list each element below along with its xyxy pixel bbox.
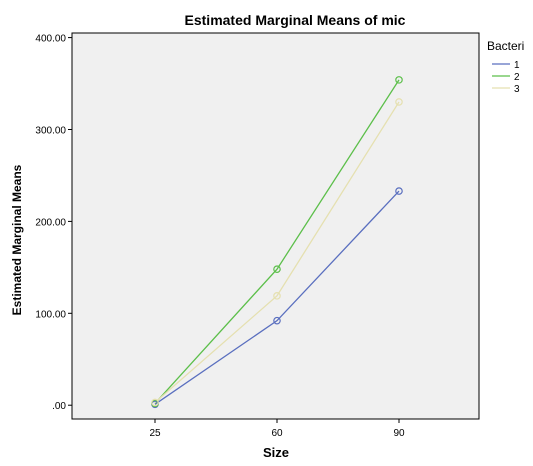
y-tick-label: 100.00 <box>35 309 66 320</box>
plot-area <box>71 32 480 420</box>
series-lines <box>154 79 400 405</box>
y-tick-label: .00 <box>52 401 66 412</box>
data-point-series-2 <box>273 265 281 273</box>
y-axis-label: Estimated Marginal Means <box>10 164 24 315</box>
legend-label-3: 3 <box>514 84 520 95</box>
legend-title: Bacteri <box>487 39 524 53</box>
data-point-series-3 <box>273 292 281 300</box>
legend-label-2: 2 <box>514 72 520 83</box>
y-axis: .00 100.00 200.00 300.00 400.00 <box>35 34 72 412</box>
series-line-2 <box>154 79 400 404</box>
data-point-series-1 <box>273 316 281 325</box>
legend-label-1: 1 <box>514 60 520 71</box>
series-points <box>151 76 403 409</box>
legend: Bacteri 123 <box>487 39 524 95</box>
x-axis-label: Size <box>263 445 289 460</box>
x-tick-label: 25 <box>149 428 161 439</box>
x-tick-label: 60 <box>271 428 283 439</box>
x-axis: 25 60 90 <box>149 419 405 439</box>
series-line-1 <box>154 190 400 405</box>
chart-title: Estimated Marginal Means of mic <box>185 12 406 28</box>
y-tick-label: 400.00 <box>35 34 66 45</box>
series-line-3 <box>154 101 400 403</box>
y-tick-label: 300.00 <box>35 126 66 137</box>
data-point-series-3 <box>151 398 159 407</box>
data-point-series-3 <box>395 98 403 106</box>
data-point-series-2 <box>395 76 403 84</box>
x-tick-label: 90 <box>393 428 405 439</box>
y-tick-label: 200.00 <box>35 217 66 228</box>
data-point-series-1 <box>395 187 403 195</box>
